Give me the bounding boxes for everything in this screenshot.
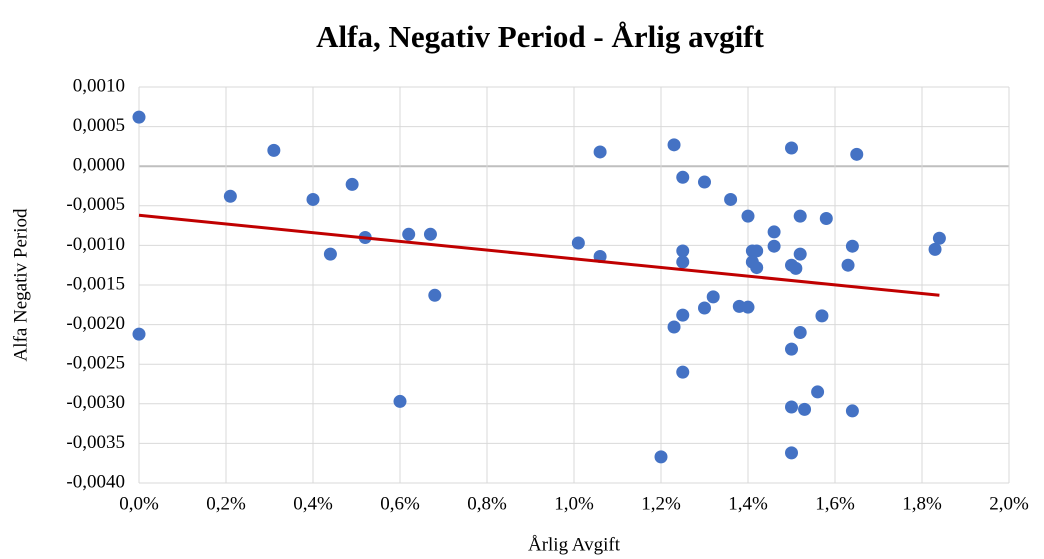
- point: [676, 365, 690, 379]
- chart-title: Alfa, Negativ Period - Årlig avgift: [316, 19, 764, 54]
- point: [767, 239, 781, 253]
- point: [789, 261, 803, 275]
- point: [932, 231, 946, 245]
- point: [267, 143, 281, 157]
- trendline: [138, 213, 940, 297]
- point: [676, 255, 690, 269]
- y-tick-label: -0,0010: [66, 234, 125, 255]
- point: [698, 301, 711, 315]
- y-tick-label: -0,0025: [66, 353, 125, 374]
- point: [767, 225, 781, 239]
- x-tick-label: 1,8%: [902, 493, 942, 514]
- point: [785, 446, 798, 460]
- y-tick-label: -0,0040: [66, 471, 125, 492]
- point: [593, 145, 607, 159]
- y-tick-label: -0,0020: [66, 313, 125, 334]
- y-tick-label: 0,0000: [73, 155, 125, 176]
- point: [793, 247, 807, 261]
- y-tick-label: 0,0005: [73, 115, 125, 136]
- point: [815, 309, 829, 323]
- y-axis-label: Alfa Negativ Period: [10, 208, 31, 362]
- point: [785, 141, 798, 155]
- y-tick-label: -0,0005: [66, 194, 125, 215]
- point: [793, 326, 807, 340]
- point: [428, 288, 442, 302]
- point: [819, 211, 833, 225]
- point: [724, 192, 738, 206]
- point: [741, 209, 755, 223]
- point: [223, 189, 237, 203]
- point: [345, 177, 359, 191]
- point: [706, 290, 720, 304]
- point: [676, 170, 690, 184]
- y-tick-label: -0,0015: [66, 273, 125, 294]
- point: [571, 236, 585, 250]
- point: [132, 327, 146, 341]
- point: [306, 192, 320, 206]
- x-tick-label: 0,0%: [119, 493, 159, 514]
- point: [667, 320, 681, 334]
- point: [676, 308, 690, 322]
- point: [750, 244, 764, 258]
- x-axis-label: Årlig Avgift: [528, 534, 621, 555]
- point: [402, 227, 416, 241]
- x-tick-label: 1,0%: [554, 493, 594, 514]
- point: [750, 261, 764, 275]
- x-tick-label: 0,2%: [206, 493, 246, 514]
- point: [785, 400, 798, 414]
- point: [845, 404, 859, 418]
- point: [667, 138, 681, 152]
- x-tick-label: 0,4%: [293, 493, 333, 514]
- y-tick-label: -0,0035: [66, 432, 125, 453]
- point: [811, 385, 825, 399]
- x-tick-label: 1,2%: [641, 493, 681, 514]
- point: [845, 239, 859, 253]
- y-tick-label: -0,0030: [66, 392, 125, 413]
- point: [798, 402, 812, 416]
- point: [676, 244, 690, 258]
- point: [654, 450, 668, 464]
- point: [323, 247, 337, 261]
- point: [928, 242, 942, 256]
- point: [850, 147, 864, 161]
- x-tick-label: 1,4%: [728, 493, 768, 514]
- x-tick-label: 0,6%: [380, 493, 420, 514]
- point: [698, 175, 711, 189]
- point: [393, 394, 407, 408]
- x-tick-label: 2,0%: [989, 493, 1029, 514]
- point: [132, 110, 146, 124]
- point: [793, 209, 807, 223]
- point: [741, 300, 755, 314]
- x-tick-label: 1,6%: [815, 493, 855, 514]
- x-tick-label: 0,8%: [467, 493, 507, 514]
- y-tick-label: 0,0010: [73, 75, 125, 96]
- point: [423, 227, 437, 241]
- point: [841, 258, 855, 272]
- point: [785, 342, 798, 356]
